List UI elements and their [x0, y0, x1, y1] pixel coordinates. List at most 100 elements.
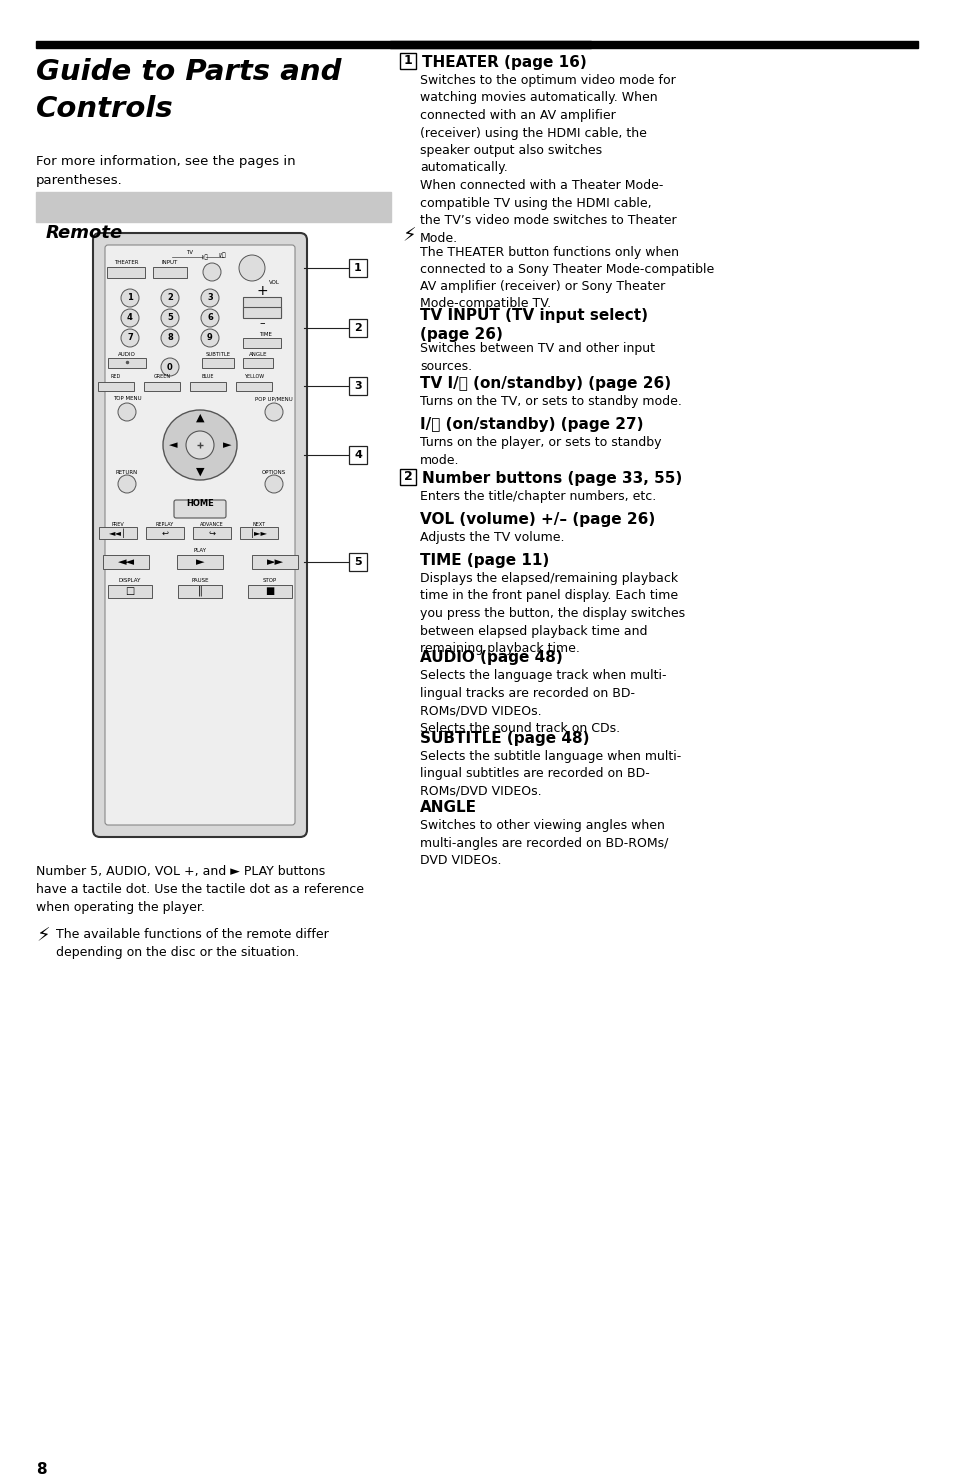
Bar: [108, 357, 146, 368]
Text: ⚡: ⚡: [36, 925, 50, 945]
Text: REPLAY: REPLAY: [155, 522, 174, 526]
Text: The available functions of the remote differ
depending on the disc or the situat: The available functions of the remote di…: [56, 928, 329, 960]
Text: Switches between TV and other input
sources.: Switches between TV and other input sour…: [419, 343, 655, 372]
Text: 4: 4: [127, 313, 132, 322]
Circle shape: [161, 289, 179, 307]
Text: THEATER (page 16): THEATER (page 16): [421, 55, 586, 70]
Bar: [36, 191, 391, 222]
Text: RETURN: RETURN: [115, 470, 138, 475]
Text: 2: 2: [403, 470, 412, 483]
Text: AUDIO: AUDIO: [118, 351, 135, 356]
Text: Displays the elapsed/remaining playback
time in the front panel display. Each ti: Displays the elapsed/remaining playback …: [419, 572, 684, 655]
Text: –: –: [259, 317, 265, 328]
Text: BLUE: BLUE: [201, 375, 214, 380]
Text: 3: 3: [354, 381, 361, 392]
Bar: [349, 446, 367, 464]
Bar: [240, 526, 277, 538]
Text: PLAY: PLAY: [193, 549, 206, 553]
Circle shape: [239, 255, 265, 280]
Text: ANGLE: ANGLE: [419, 799, 476, 816]
Text: Number buttons (page 33, 55): Number buttons (page 33, 55): [421, 472, 681, 486]
Bar: [202, 357, 233, 368]
Bar: [399, 469, 416, 485]
Circle shape: [121, 308, 139, 326]
Text: 8: 8: [167, 334, 172, 343]
Text: INPUT: INPUT: [162, 260, 178, 264]
Circle shape: [201, 308, 219, 326]
Text: STOP: STOP: [263, 577, 276, 583]
Text: I/⏻ (on/standby) (page 27): I/⏻ (on/standby) (page 27): [419, 417, 643, 432]
Bar: [349, 319, 367, 337]
Text: AUDIO (page 48): AUDIO (page 48): [419, 650, 562, 664]
Bar: [390, 42, 917, 47]
Text: YELLOW: YELLOW: [244, 375, 264, 380]
Text: TIME: TIME: [258, 332, 272, 338]
Text: 7: 7: [127, 334, 132, 343]
Bar: [98, 381, 133, 390]
Text: ◄: ◄: [169, 440, 177, 449]
Text: ►: ►: [195, 558, 204, 567]
Bar: [103, 555, 149, 569]
Text: ANGLE: ANGLE: [249, 351, 267, 356]
Text: 6: 6: [207, 313, 213, 322]
Text: □: □: [125, 586, 134, 596]
Text: THEATER: THEATER: [113, 260, 138, 264]
Text: Selects the subtitle language when multi-
lingual subtitles are recorded on BD-
: Selects the subtitle language when multi…: [419, 750, 680, 798]
Bar: [190, 381, 226, 390]
Text: Selects the language track when multi-
lingual tracks are recorded on BD-
ROMs/D: Selects the language track when multi- l…: [419, 669, 666, 734]
Bar: [243, 357, 273, 368]
Text: ►►: ►►: [266, 558, 283, 567]
Text: DISPLAY: DISPLAY: [119, 577, 141, 583]
Text: 1: 1: [403, 55, 412, 68]
Text: 8: 8: [36, 1462, 47, 1477]
Text: OPTIONS: OPTIONS: [262, 470, 286, 475]
Text: GREEN: GREEN: [153, 375, 171, 380]
Text: Switches to other viewing angles when
multi-angles are recorded on BD-ROMs/
DVD : Switches to other viewing angles when mu…: [419, 819, 668, 868]
Circle shape: [121, 329, 139, 347]
Text: ↪: ↪: [209, 528, 215, 537]
Text: Adjusts the TV volume.: Adjusts the TV volume.: [419, 531, 564, 544]
Text: SUBTITLE: SUBTITLE: [205, 351, 231, 356]
Bar: [243, 297, 281, 317]
Bar: [178, 584, 222, 598]
Text: HOME: HOME: [186, 498, 213, 507]
Text: 4: 4: [354, 449, 361, 460]
Text: ▲: ▲: [195, 412, 204, 423]
Circle shape: [265, 403, 283, 421]
Text: ▼: ▼: [195, 467, 204, 478]
Circle shape: [161, 329, 179, 347]
Text: Guide to Parts and: Guide to Parts and: [36, 58, 341, 86]
Bar: [193, 526, 231, 538]
Text: 0: 0: [167, 362, 172, 372]
Text: 5: 5: [354, 558, 361, 567]
Text: ◄◄: ◄◄: [117, 558, 134, 567]
Text: For more information, see the pages in
parentheses.: For more information, see the pages in p…: [36, 156, 295, 187]
Circle shape: [118, 403, 136, 421]
Bar: [252, 555, 297, 569]
Text: Switches to the optimum video mode for
watching movies automatically. When
conne: Switches to the optimum video mode for w…: [419, 74, 676, 245]
Text: TV I/⏻ (on/standby) (page 26): TV I/⏻ (on/standby) (page 26): [419, 377, 670, 392]
Text: 9: 9: [207, 334, 213, 343]
Bar: [349, 377, 367, 394]
Text: TOP MENU: TOP MENU: [112, 396, 141, 402]
Text: 2: 2: [167, 294, 172, 303]
Text: 3: 3: [207, 294, 213, 303]
Text: RED: RED: [111, 375, 121, 380]
Text: Number 5, AUDIO, VOL +, and ► PLAY buttons
have a tactile dot. Use the tactile d: Number 5, AUDIO, VOL +, and ► PLAY butto…: [36, 865, 364, 914]
Bar: [144, 381, 180, 390]
Text: ►: ►: [222, 440, 231, 449]
Bar: [399, 53, 416, 70]
Circle shape: [121, 289, 139, 307]
Text: 5: 5: [167, 313, 172, 322]
Text: Turns on the player, or sets to standby
mode.: Turns on the player, or sets to standby …: [419, 436, 660, 467]
Text: NEXT: NEXT: [253, 522, 265, 526]
Circle shape: [161, 357, 179, 377]
Text: Controls: Controls: [36, 95, 173, 123]
Text: ‖: ‖: [197, 586, 202, 596]
Text: ↩: ↩: [161, 528, 169, 537]
Bar: [177, 555, 223, 569]
Circle shape: [265, 475, 283, 492]
Text: TV: TV: [186, 251, 193, 255]
Circle shape: [201, 329, 219, 347]
Ellipse shape: [163, 409, 236, 480]
